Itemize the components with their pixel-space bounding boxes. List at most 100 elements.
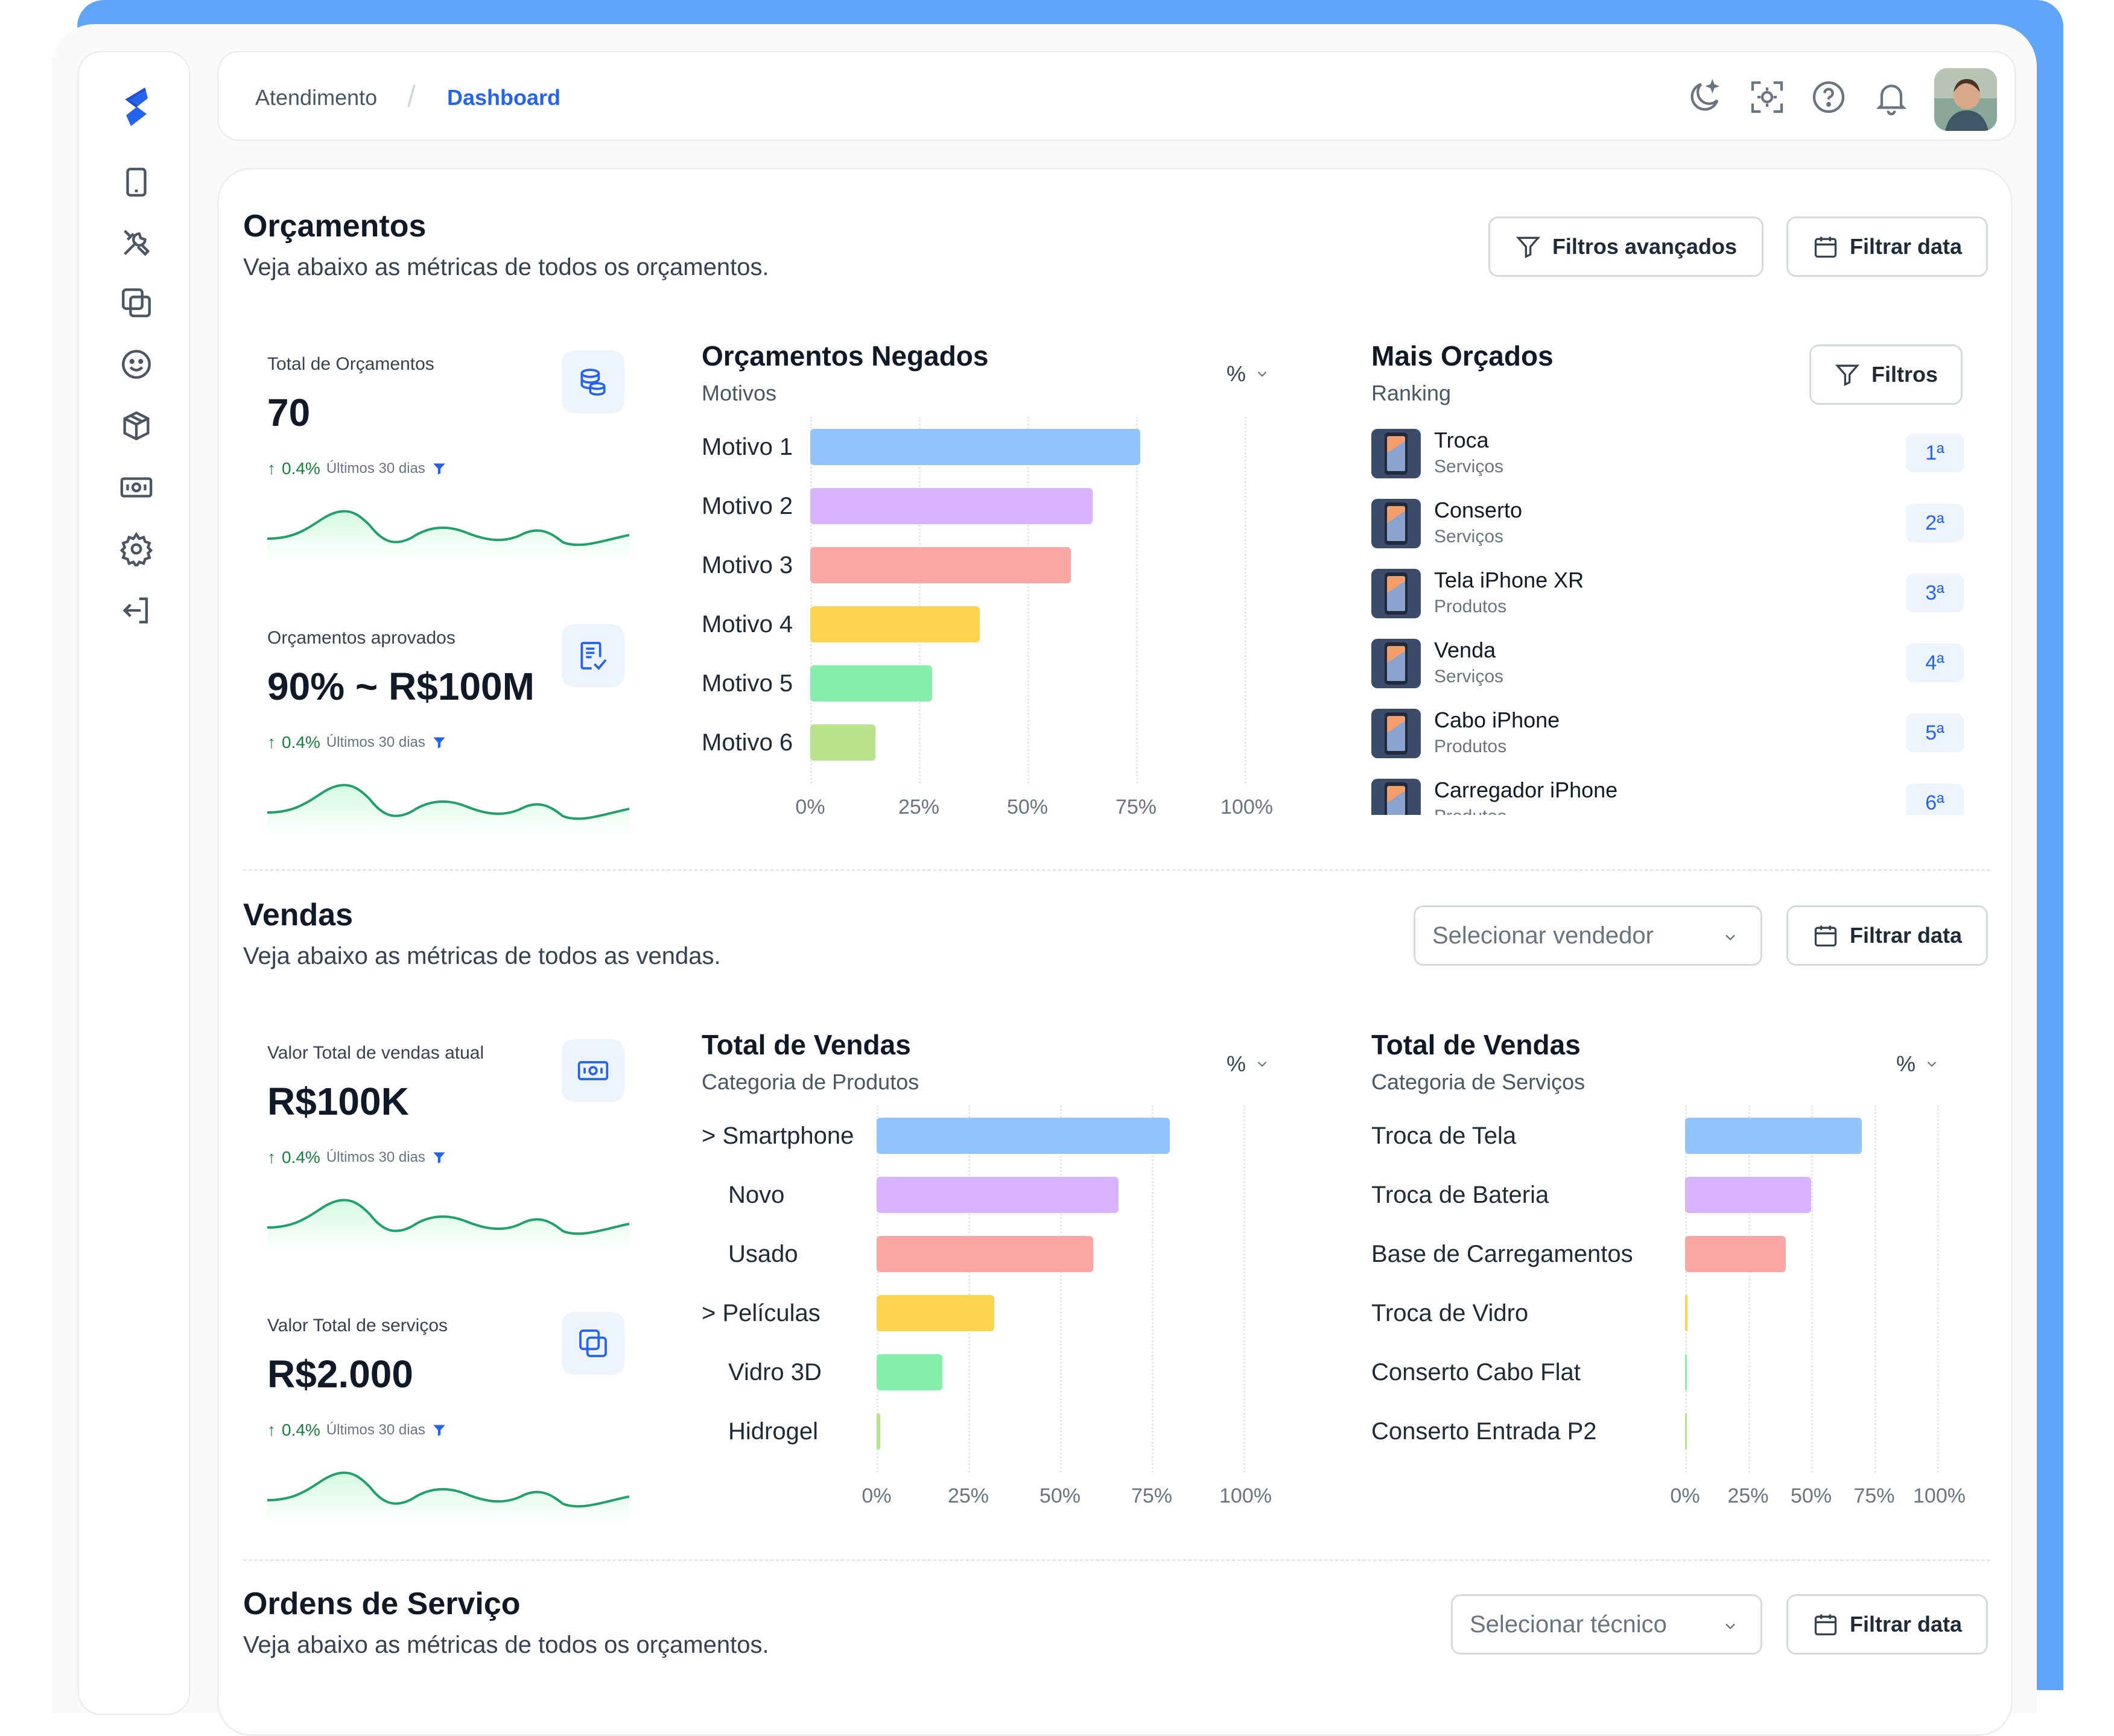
bar[interactable]: [810, 665, 932, 702]
bar-chart-negados: Motivo 1 Motivo 2 Motivo 3 Motivo 4 Motivo 5…: [702, 417, 1546, 996]
category-label: Usado: [728, 1241, 798, 1267]
sparkline-orcamentos-aprovados: [267, 784, 629, 835]
bar[interactable]: [877, 1295, 994, 1331]
tablet-icon[interactable]: [119, 165, 154, 200]
filter-date-label: Filtrar data: [1849, 1612, 1963, 1636]
technician-select[interactable]: Selecionar técnico: [1451, 1594, 1762, 1655]
document-check-icon: [580, 642, 607, 670]
ranking-list: Troca Serviços 1ª Conserto Serviços 2ª T…: [1371, 429, 1975, 815]
bar[interactable]: [810, 724, 875, 761]
filter-date-button-orcamentos[interactable]: Filtrar data: [1786, 217, 1988, 277]
copy-icon: [579, 1329, 607, 1357]
unit-toggle-negados[interactable]: %: [1227, 361, 1270, 387]
bar[interactable]: [810, 429, 1141, 465]
bar[interactable]: [1685, 1118, 1862, 1154]
bar[interactable]: [1685, 1236, 1786, 1272]
gridline: [1136, 417, 1138, 784]
money-icon[interactable]: [119, 470, 154, 505]
period-filter-icon[interactable]: [431, 1422, 447, 1438]
product-thumbnail: [1371, 779, 1421, 815]
unit-toggle-label: %: [1896, 1051, 1916, 1076]
gridline: [919, 417, 921, 784]
copy-icon[interactable]: [119, 285, 154, 320]
trend-up-icon: ↑: [267, 733, 276, 752]
box-icon[interactable]: [119, 408, 154, 443]
gridline: [1060, 1106, 1062, 1472]
app-logo[interactable]: [119, 84, 154, 130]
category-label: Motivo 5: [702, 670, 793, 697]
gridline: [810, 417, 812, 784]
gridline: [1243, 1106, 1245, 1472]
bar[interactable]: [877, 1177, 1119, 1213]
advanced-filters-button[interactable]: Filtros avançados: [1488, 217, 1763, 277]
category-label: Conserto Cabo Flat: [1371, 1359, 1581, 1386]
category-label: Novo: [728, 1182, 785, 1208]
bell-icon[interactable]: [1872, 78, 1911, 116]
kpi-trend-value: 0.4%: [282, 1148, 320, 1167]
bar[interactable]: [877, 1354, 943, 1390]
seller-select[interactable]: Selecionar vendedor: [1414, 905, 1762, 966]
period-filter-icon[interactable]: [431, 735, 447, 750]
ranking-subtitle: Ranking: [1371, 381, 1452, 405]
breadcrumb-item-dashboard[interactable]: Dashboard: [447, 85, 561, 110]
period-filter-icon[interactable]: [431, 1150, 447, 1165]
kpi-vendas-atual-label: Valor Total de vendas atual: [267, 1043, 484, 1063]
product-thumbnail: [1371, 429, 1421, 478]
product-thumbnail: [1371, 499, 1421, 548]
ranking-position-badge: 1ª: [1906, 434, 1964, 472]
kpi-servicos-value: R$2.000: [267, 1352, 413, 1396]
ranking-item-name: Troca: [1434, 429, 1489, 452]
ranking-item-type: Produtos: [1434, 597, 1507, 616]
unit-toggle-vendas-servicos[interactable]: %: [1896, 1051, 1940, 1077]
help-icon[interactable]: [1809, 78, 1848, 116]
smile-icon[interactable]: [119, 347, 154, 382]
ranking-item-name: Conserto: [1434, 498, 1523, 522]
theme-moon-icon[interactable]: [1685, 78, 1724, 116]
section-divider: [243, 1559, 1990, 1561]
trend-up-icon: ↑: [267, 1421, 276, 1439]
ranking-item-name: Carregador iPhone: [1434, 778, 1618, 802]
ranking-filters-button[interactable]: Filtros: [1809, 344, 1963, 405]
chevron-down-icon: [1927, 1061, 1937, 1067]
bar[interactable]: [877, 1118, 1170, 1154]
logout-icon[interactable]: [119, 593, 154, 628]
kpi-trend-row: ↑ 0.4% Últimos 30 dias: [267, 733, 447, 752]
ranking-item-name: Tela iPhone XR: [1434, 568, 1584, 592]
advanced-filters-label: Filtros avançados: [1552, 234, 1738, 259]
ranking-position-badge: 4ª: [1906, 644, 1964, 682]
bar[interactable]: [877, 1236, 1093, 1272]
bar[interactable]: [1685, 1177, 1811, 1213]
unit-toggle-vendas-produtos[interactable]: %: [1227, 1051, 1270, 1077]
section-title-vendas: Vendas: [243, 898, 354, 933]
chart-subtitle-vendas-servicos: Categoria de Serviços: [1371, 1069, 1586, 1094]
face-scan-icon[interactable]: [1748, 78, 1786, 116]
filter-date-button-vendas[interactable]: Filtrar data: [1786, 905, 1988, 966]
x-tick-label: 0%: [862, 1484, 892, 1507]
breadcrumb-item-atendimento[interactable]: Atendimento: [255, 85, 378, 110]
bar[interactable]: [810, 488, 1093, 524]
bar[interactable]: [1685, 1295, 1688, 1331]
tools-icon[interactable]: [119, 225, 154, 260]
kpi-orcamentos-aprovados-label: Orçamentos aprovados: [267, 628, 455, 648]
gridline: [1245, 417, 1246, 784]
x-tick-label: 25%: [1727, 1484, 1769, 1507]
bar[interactable]: [1685, 1354, 1687, 1390]
category-label: Motivo 4: [702, 611, 793, 638]
filter-date-button-ordens[interactable]: Filtrar data: [1786, 1594, 1988, 1655]
category-label: Hidrogel: [728, 1418, 818, 1445]
bar[interactable]: [877, 1413, 881, 1449]
gridline: [1152, 1106, 1154, 1472]
category-label: Troca de Tela: [1371, 1123, 1517, 1149]
chart-title-negados: Orçamentos Negados: [702, 340, 989, 372]
user-avatar[interactable]: [1934, 68, 1997, 131]
settings-icon[interactable]: [119, 531, 154, 566]
bar[interactable]: [1685, 1413, 1687, 1449]
product-thumbnail: [1371, 569, 1421, 618]
gridline: [1685, 1106, 1687, 1472]
calendar-icon: [1814, 236, 1837, 258]
period-filter-icon[interactable]: [431, 461, 447, 477]
section-title-orcamentos: Orçamentos: [243, 209, 427, 244]
kpi-trend-value: 0.4%: [282, 459, 320, 478]
bar[interactable]: [810, 606, 980, 642]
bar[interactable]: [810, 547, 1071, 583]
